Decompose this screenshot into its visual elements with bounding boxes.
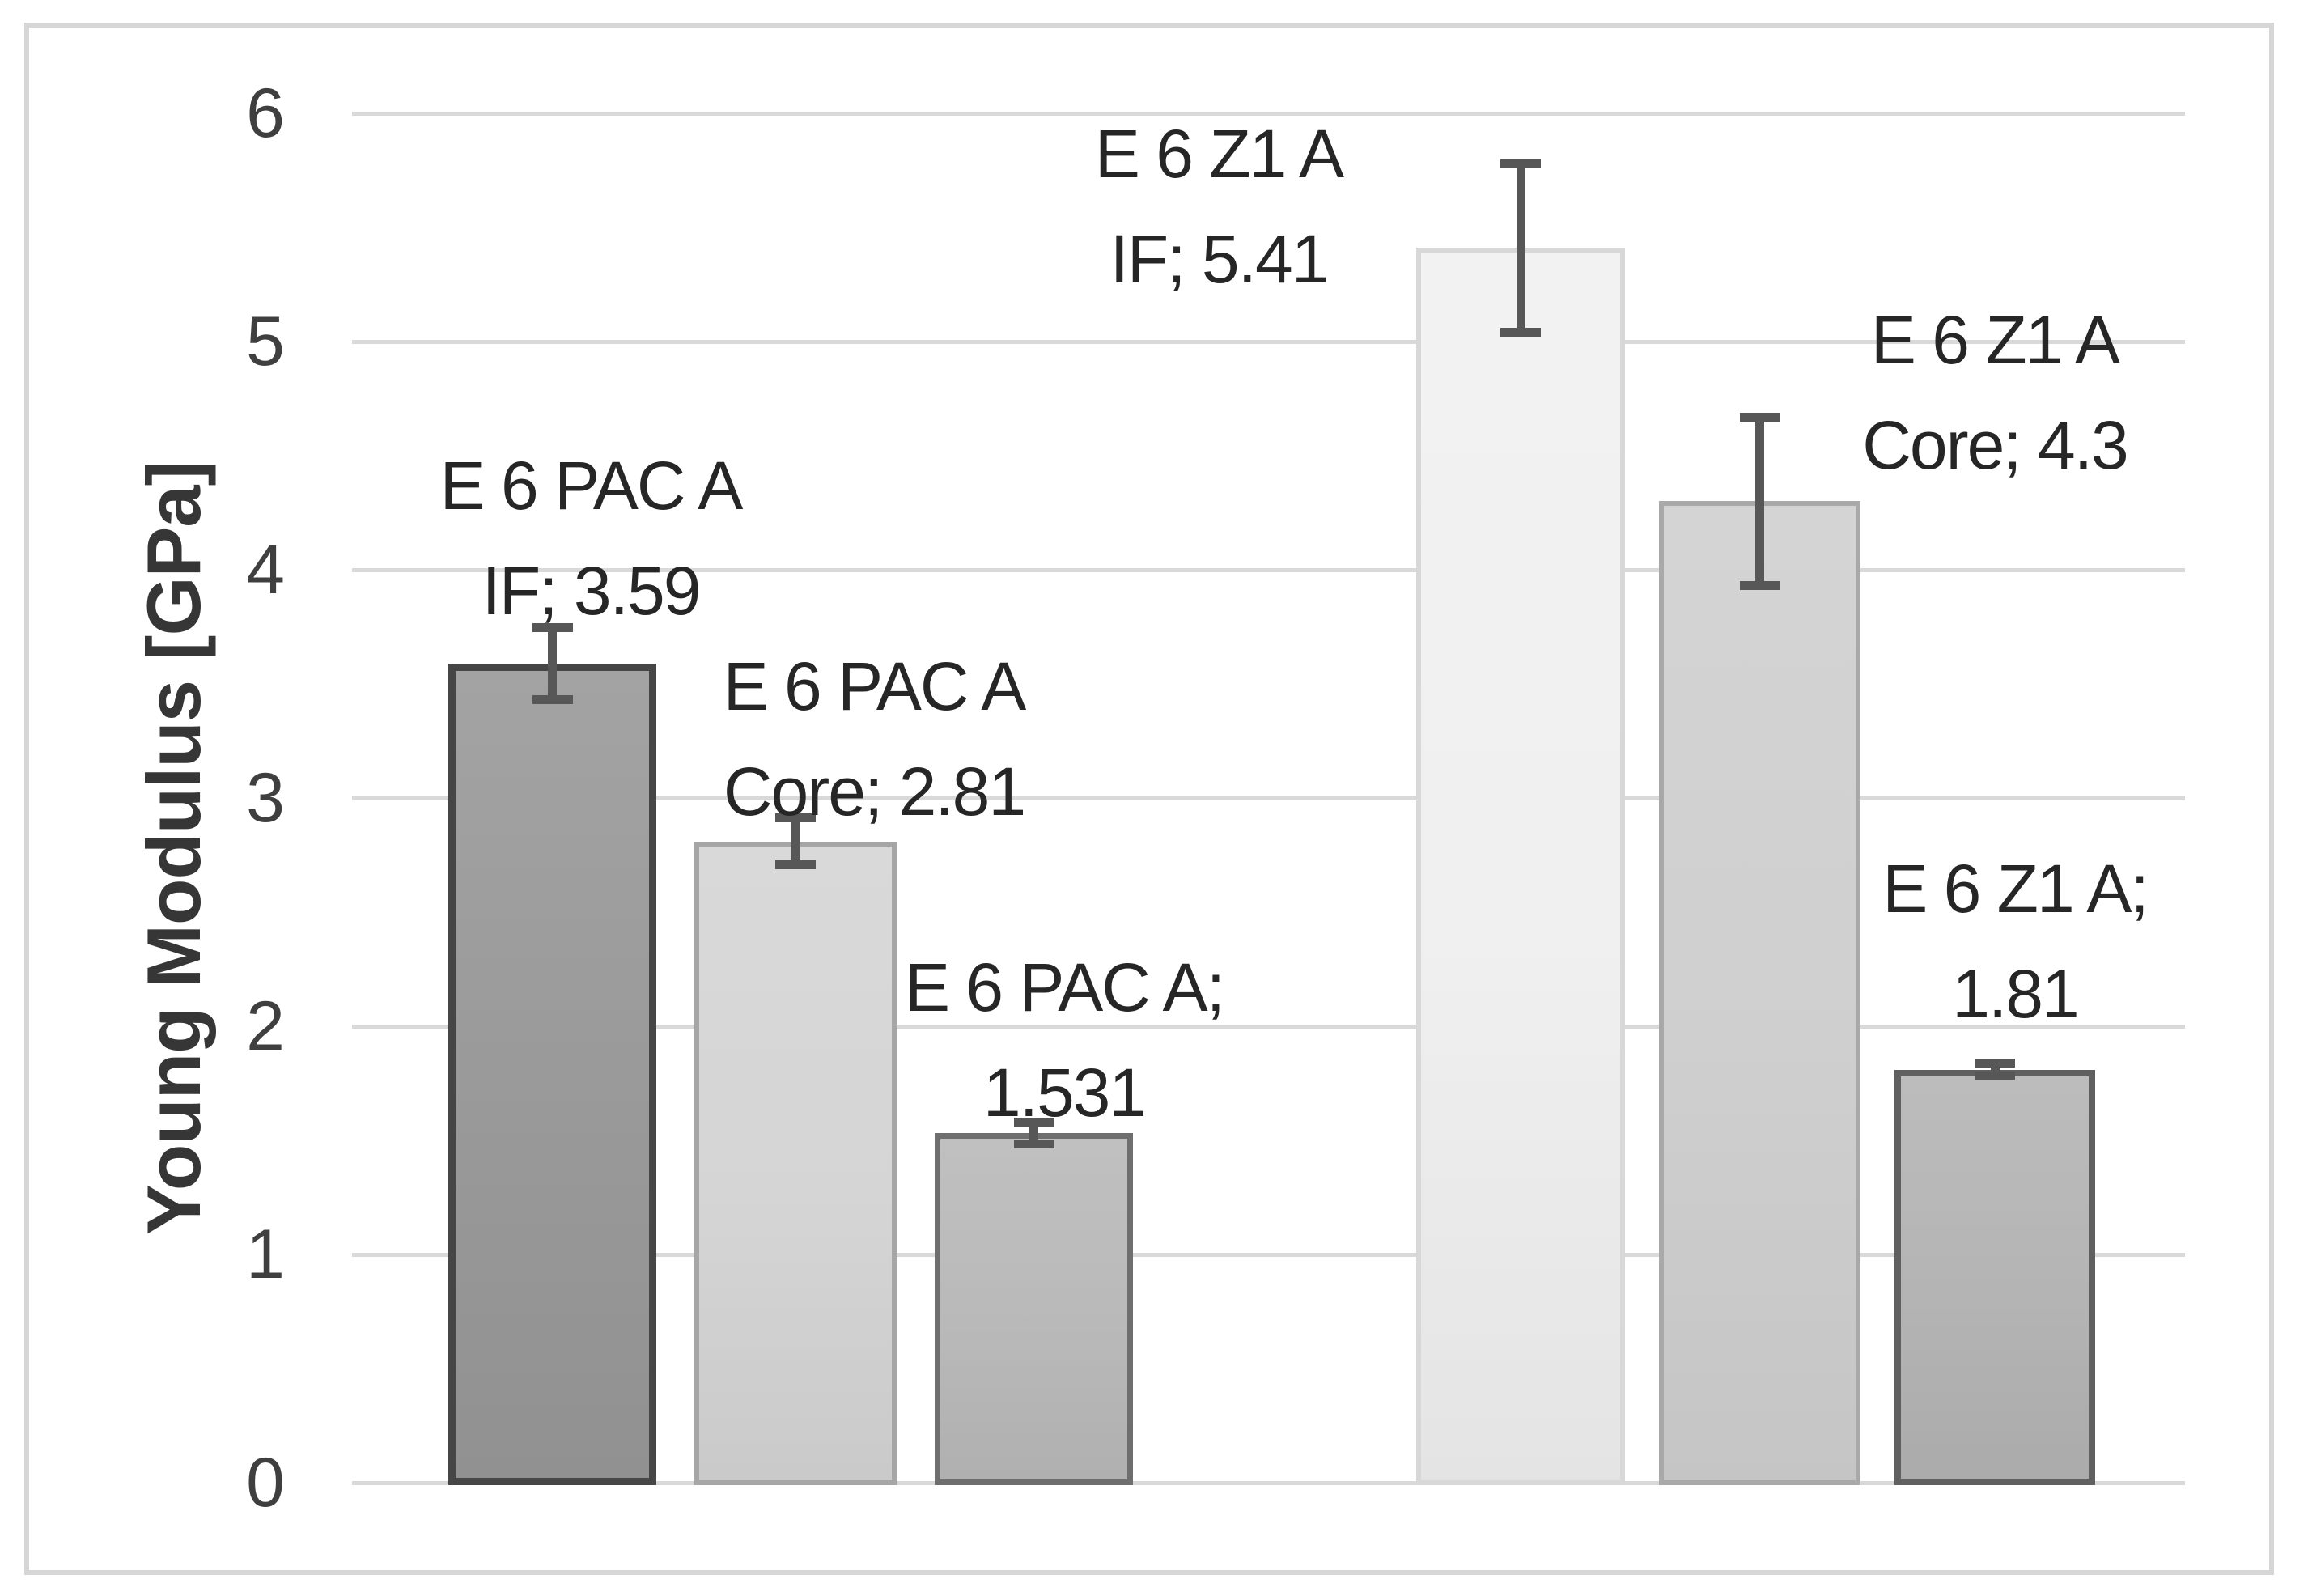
error-bar-line-5: [1755, 417, 1764, 586]
error-bar-line-6: [1990, 1063, 2000, 1077]
data-label-6: E 6 Z1 A; 1.81: [1651, 836, 2308, 1046]
y-tick-label-0: 0: [246, 1444, 285, 1522]
chart-border: [24, 23, 2274, 1575]
error-bar-line-1: [548, 626, 557, 700]
bar-3: [935, 1133, 1133, 1485]
data-label-line2: IF; 3.59: [482, 553, 702, 629]
gridline-y0: [352, 1481, 2185, 1485]
gridline-y5: [352, 340, 2185, 344]
error-bar-line-4: [1516, 163, 1525, 333]
error-bar-line-3: [1029, 1122, 1038, 1145]
data-label-line2: Core; 4.3: [1862, 407, 2129, 483]
bar-1: [448, 663, 656, 1485]
data-label-5: E 6 Z1 A Core; 4.3: [1631, 287, 2308, 498]
data-label-1: E 6 PAC A IF; 3.59: [227, 433, 955, 643]
error-bar-cap-bottom-2: [775, 860, 816, 870]
error-bar-cap-bottom-1: [532, 694, 573, 704]
error-bar-cap-bottom-5: [1739, 580, 1780, 590]
y-tick-label-2: 2: [246, 987, 285, 1065]
error-bar-cap-bottom-6: [1975, 1072, 2015, 1081]
y-tick-label-1: 1: [246, 1216, 285, 1293]
y-tick-label-6: 6: [246, 74, 285, 152]
error-bar-cap-top-3: [1013, 1118, 1054, 1127]
data-label-3: E 6 PAC A; 1.531: [700, 935, 1428, 1145]
data-label-line2: Core; 2.81: [723, 753, 1026, 830]
gridline-y1: [352, 1253, 2185, 1257]
error-bar-cap-top-4: [1500, 159, 1541, 169]
bar-4: [1416, 248, 1625, 1485]
y-tick-label-4: 4: [246, 531, 285, 609]
error-bar-cap-top-1: [532, 622, 573, 632]
y-tick-label-3: 3: [246, 759, 285, 837]
gridline-y4: [352, 568, 2185, 572]
error-bar-cap-bottom-3: [1013, 1140, 1054, 1149]
gridline-y6: [352, 112, 2185, 116]
y-tick-label-5: 5: [246, 303, 285, 380]
gridline-y3: [352, 796, 2185, 800]
data-label-line1: E 6 Z1 A: [1870, 302, 2120, 378]
gridline-y2: [352, 1025, 2185, 1029]
error-bar-cap-top-6: [1975, 1059, 2015, 1068]
data-label-2: E 6 PAC A Core; 2.81: [510, 634, 1238, 844]
data-label-line2: 1.531: [982, 1055, 1147, 1131]
error-bar-cap-bottom-4: [1500, 327, 1541, 337]
data-label-line2: 1.81: [1952, 956, 2080, 1032]
data-label-line1: E 6 PAC A: [439, 448, 744, 524]
data-label-line1: E 6 Z1 A: [1094, 116, 1344, 192]
data-label-4: E 6 Z1 A IF; 5.41: [855, 101, 1583, 312]
data-label-line1: E 6 PAC A;: [905, 949, 1225, 1025]
bar-2: [694, 841, 897, 1485]
data-label-line1: E 6 Z1 A;: [1882, 851, 2149, 927]
bar-5: [1659, 501, 1860, 1485]
data-label-line2: IF; 5.41: [1109, 221, 1330, 297]
error-bar-cap-top-2: [775, 813, 816, 822]
error-bar-cap-top-5: [1739, 413, 1780, 422]
error-bar-line-2: [791, 817, 800, 866]
data-label-line1: E 6 PAC A: [723, 648, 1027, 724]
bar-6: [1894, 1069, 2095, 1485]
